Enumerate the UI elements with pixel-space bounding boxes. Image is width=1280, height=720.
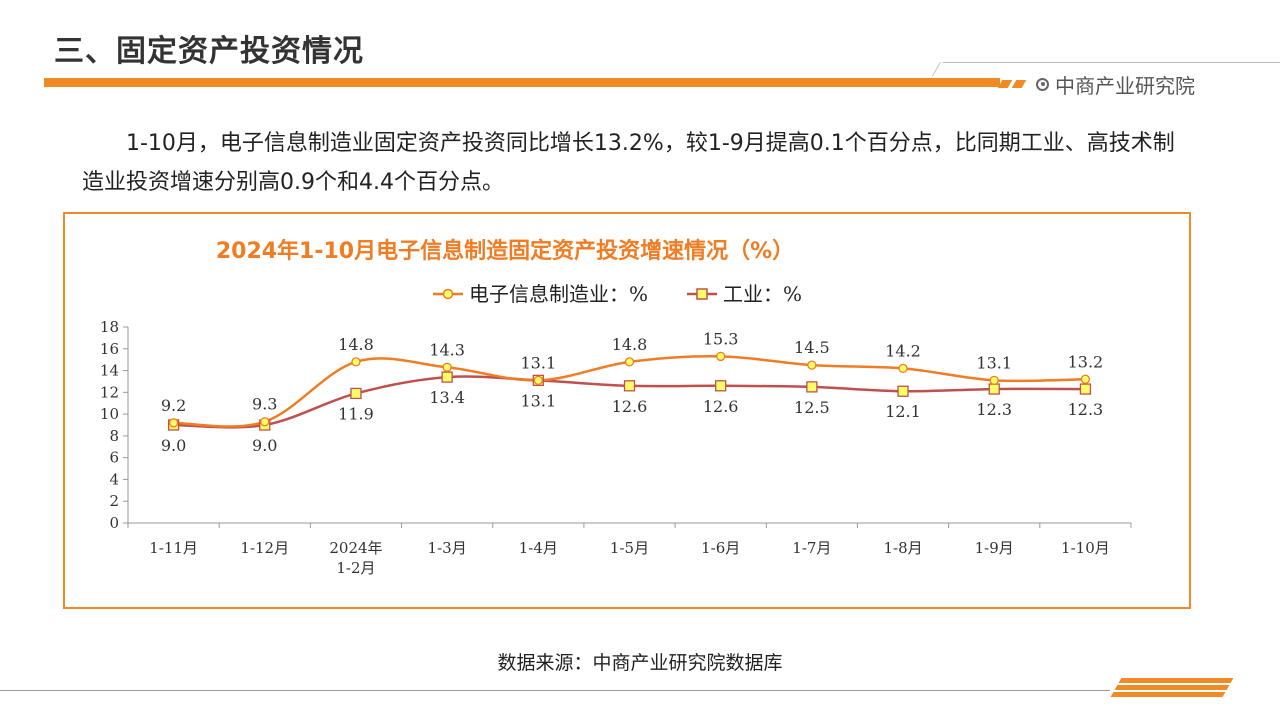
data-label-industry: 9.0 (161, 436, 186, 455)
data-point-electronics (168, 418, 179, 428)
line-chart: 2024年1-10月电子信息制造固定资产投资增速情况（%） 电子信息制造业：% 工业… (100, 238, 1132, 577)
x-tick-label-line: 1-9月 (975, 539, 1014, 557)
data-label-electronics: 13.2 (1068, 352, 1104, 371)
x-tick-label-line: 1-2月 (336, 559, 375, 577)
x-tick-label-line: 2024年 (329, 539, 382, 557)
data-label-industry: 13.4 (429, 388, 465, 407)
y-tick-label: 16 (100, 340, 119, 358)
y-tick-label: 2 (109, 492, 119, 510)
data-point-industry (897, 385, 909, 397)
y-tick-label: 14 (100, 362, 119, 380)
data-label-electronics: 9.3 (252, 395, 277, 414)
x-tick-label-line: 1-7月 (792, 539, 831, 557)
x-tick-label: 1-7月 (792, 539, 831, 557)
y-tick-label: 8 (109, 427, 119, 445)
x-tick-label: 1-5月 (610, 539, 649, 557)
body-paragraph: 1-10月，电子信息制造业固定资产投资同比增长13.2%，较1-9月提高0.1个… (82, 131, 1175, 195)
data-label-industry: 12.6 (703, 397, 739, 416)
title-underline (44, 78, 1000, 87)
data-label-industry: 12.3 (976, 400, 1012, 419)
brand-name: 中商产业研究院 (1055, 73, 1195, 98)
data-label-industry: 12.3 (1068, 400, 1104, 419)
legend-label-1: 工业：% (723, 282, 802, 306)
y-tick-label: 18 (100, 318, 119, 336)
data-label-industry: 12.6 (612, 397, 648, 416)
x-tick-label-line: 1-3月 (428, 539, 467, 557)
decorative-line (943, 62, 1280, 63)
data-point-industry (350, 387, 362, 400)
x-tick-label-line: 1-8月 (883, 539, 922, 557)
y-tick-label: 4 (109, 470, 119, 488)
x-tick-label: 1-4月 (519, 539, 558, 557)
data-point-electronics (442, 362, 452, 372)
x-tick-label: 1-3月 (428, 539, 467, 557)
data-label-electronics: 13.1 (976, 353, 1012, 372)
data-point-electronics (807, 360, 817, 370)
x-tick-label: 1-12月 (240, 539, 289, 557)
x-tick-label-line: 1-6月 (701, 539, 740, 557)
page-title: 三、固定资产投资情况 (54, 34, 364, 69)
x-tick-label: 1-10月 (1061, 539, 1110, 557)
data-point-electronics (989, 375, 999, 386)
x-tick-label: 1-11月 (149, 539, 198, 557)
data-label-electronics: 14.3 (429, 340, 465, 359)
brand-logo-icon (1036, 77, 1049, 91)
chart-frame: 2024年1-10月电子信息制造固定资产投资增速情况（%） 电子信息制造业：% 工业… (63, 212, 1191, 609)
decorative-diagonal (931, 62, 942, 76)
chart-title: 2024年1-10月电子信息制造固定资产投资增速情况（%） (216, 238, 794, 264)
footer-stripe (1118, 678, 1234, 683)
legend-label-0: 电子信息制造业：% (469, 282, 648, 306)
data-label-electronics: 15.3 (703, 329, 739, 348)
data-point-industry (988, 383, 1000, 395)
x-tick-label: 1-9月 (975, 539, 1014, 557)
data-point-electronics (898, 363, 908, 374)
y-tick-label: 6 (109, 449, 119, 467)
data-point-electronics (260, 417, 270, 427)
x-tick-label-line: 1-11月 (149, 539, 198, 557)
y-tick-label: 0 (109, 514, 119, 532)
y-tick-label: 10 (100, 405, 119, 423)
x-tick-label: 2024年 1-2月 (329, 539, 382, 577)
legend-marker-1 (696, 288, 708, 300)
data-point-industry (806, 381, 818, 393)
x-tick-label-line: 1-5月 (610, 539, 649, 557)
x-tick-label-line: 1-12月 (240, 539, 289, 557)
data-point-industry (623, 380, 636, 392)
data-point-industry (715, 380, 727, 392)
data-label-electronics: 14.5 (794, 338, 830, 357)
data-label-industry: 13.1 (521, 391, 557, 410)
data-point-electronics (533, 375, 543, 386)
footer-stripes (1110, 678, 1240, 698)
data-label-industry: 12.1 (885, 402, 921, 421)
data-point-industry (1079, 383, 1092, 395)
footer-stripe (1110, 692, 1226, 697)
data-label-electronics: 14.8 (338, 335, 374, 354)
footer-stripe (1114, 685, 1230, 690)
brand-slashes (997, 80, 1027, 88)
data-point-electronics (1080, 374, 1091, 384)
data-point-electronics (716, 351, 726, 362)
x-tick-label-line: 1-10月 (1061, 539, 1110, 557)
data-label-electronics: 13.1 (521, 353, 557, 372)
data-label-industry: 9.0 (252, 436, 277, 455)
data-label-electronics: 14.8 (612, 335, 648, 354)
footer-line (0, 690, 1110, 691)
x-tick-label: 1-6月 (701, 539, 740, 557)
data-label-industry: 12.5 (794, 398, 830, 417)
data-point-industry (441, 371, 453, 383)
data-source: 数据来源：中商产业研究院数据库 (497, 652, 783, 674)
x-tick-label: 1-8月 (883, 539, 922, 557)
x-tick-label-line: 1-4月 (519, 539, 558, 557)
data-label-industry: 11.9 (338, 404, 374, 423)
y-tick-label: 12 (100, 383, 119, 401)
data-point-electronics (624, 357, 635, 367)
data-label-electronics: 9.2 (161, 396, 186, 415)
body-text: 1-10月，电子信息制造业固定资产投资同比增长13.2%，较1-9月提高0.1个… (82, 124, 1192, 202)
data-label-electronics: 14.2 (885, 341, 921, 360)
data-point-electronics (351, 357, 361, 367)
slash-mark (1011, 80, 1027, 88)
legend-marker-0 (442, 288, 454, 300)
brand: 中商产业研究院 (997, 70, 1195, 98)
slash-mark (997, 80, 1013, 88)
